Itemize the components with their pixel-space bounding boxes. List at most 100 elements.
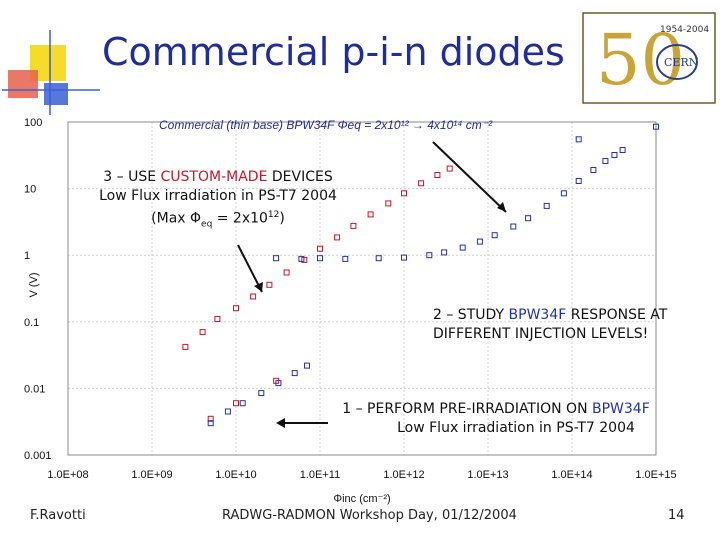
x-tick-label: 1.0E+09 (131, 469, 172, 481)
data-point-series-2 (510, 223, 517, 230)
data-point-series-2 (525, 215, 532, 222)
annotation-1-pre: 1 – PERFORM PRE-IRRADIATION ON (342, 401, 592, 417)
data-point-series-1 (224, 408, 231, 415)
annotation-2-highlight: BPW34F (508, 307, 567, 323)
x-tick-label: 1.0E+12 (383, 469, 424, 481)
annotation-1-line2: Low Flux irradiation in PS-T7 2004 (397, 420, 635, 436)
y-tick-label: 10 (24, 184, 36, 196)
data-point-series-1 (275, 380, 282, 387)
data-point-series-0 (199, 329, 206, 336)
y-tick-label: 100 (24, 117, 42, 129)
arrow-head-1 (276, 418, 285, 428)
data-point-series-2 (543, 202, 550, 209)
data-point-series-2 (441, 249, 448, 256)
page-number: 14 (668, 508, 685, 523)
annotation-custom-made: 3 – USE CUSTOM-MADE DEVICES Low Flux irr… (78, 168, 358, 234)
annotation-pre-irradiation: 1 – PERFORM PRE-IRRADIATION ON BPW34F Lo… (332, 400, 660, 438)
annotation-3-end: ) (279, 210, 285, 227)
annotation-3-highlight: CUSTOM-MADE (160, 169, 268, 185)
slide-title: Commercial p-i-n diodes (102, 30, 565, 74)
annotation-bpw34f-response: 2 – STUDY BPW34F RESPONSE AT DIFFERENT I… (433, 306, 667, 344)
decorative-squares (2, 30, 100, 115)
x-tick-label: 1.0E+14 (551, 469, 592, 481)
annotation-3-line3: (Max Φeq = 2x1012) (78, 206, 358, 234)
data-point-series-2 (273, 255, 280, 262)
logo-years: 1954-2004 (660, 25, 709, 35)
x-axis-label: Φinc (cm⁻²) (333, 493, 390, 505)
annotation-3-post: DEVICES (267, 169, 333, 185)
data-point-series-0 (233, 305, 239, 312)
data-point-series-2 (575, 178, 582, 184)
annotation-1-line1: 1 – PERFORM PRE-IRRADIATION ON BPW34F (332, 400, 660, 419)
data-point-series-2 (317, 255, 323, 262)
data-point-series-2 (619, 147, 626, 153)
y-tick-labels: 0.001 0.01 0.1 1 10 100 (24, 117, 52, 462)
data-points (182, 123, 659, 427)
footer-author: F.Ravotti (30, 508, 86, 523)
data-point-series-2 (602, 158, 609, 164)
cern-50-logo: 50 1954-2004 CERN (582, 12, 716, 104)
data-point-series-2 (560, 190, 567, 197)
data-point-series-0 (401, 190, 407, 197)
data-point-series-0 (446, 165, 453, 172)
y-tick-label: 1 (24, 250, 30, 262)
x-tick-label: 1.0E+10 (215, 469, 256, 481)
y-tick-label: 0.01 (24, 383, 45, 395)
data-point-series-1 (258, 390, 265, 397)
data-point-series-0 (434, 172, 441, 178)
annotation-3-mid: = 2x10 (212, 210, 268, 227)
footer-event: RADWG-RADMON Workshop Day, 01/12/2004 (222, 508, 517, 523)
data-point-series-0 (207, 415, 214, 422)
data-point-series-1 (239, 400, 246, 407)
annotation-3-phi: (Max Φ (151, 210, 202, 227)
deco-red-square (8, 70, 38, 98)
annotation-3-line1: 3 – USE CUSTOM-MADE DEVICES (78, 168, 358, 187)
data-point-series-2 (611, 152, 618, 158)
logo-fifty: 50 (596, 19, 685, 101)
arrow-annotation-2 (432, 141, 507, 213)
annotation-2-line2: DIFFERENT INJECTION LEVELS! (433, 326, 649, 342)
y-axis-label: V (V) (28, 272, 40, 297)
annotation-3-sup: 12 (267, 210, 280, 220)
x-tick-label: 1.0E+11 (300, 469, 340, 481)
data-point-series-0 (317, 245, 323, 252)
x-tick-labels: 1.0E+08 1.0E+09 1.0E+10 1.0E+11 1.0E+12 1.0E+… (47, 469, 676, 481)
annotation-1-highlight: BPW34F (592, 401, 650, 417)
arrow-head-2 (497, 202, 506, 212)
arrow-annotation-3 (237, 244, 263, 293)
annotation-2-line1: 2 – STUDY BPW34F RESPONSE AT (433, 306, 667, 325)
y-tick-label: 0.001 (24, 450, 52, 462)
data-point-series-0 (334, 234, 341, 241)
data-point-series-0 (283, 269, 290, 276)
x-tick-label: 1.0E+08 (47, 469, 88, 481)
data-point-series-0 (266, 281, 273, 288)
arrow-head-3 (254, 282, 263, 292)
annotation-3-line2: Low Flux irradiation in PS-T7 2004 (99, 188, 337, 204)
data-point-series-1 (207, 420, 214, 427)
data-point-series-2 (653, 123, 659, 130)
logo-frame (582, 12, 716, 104)
data-point-series-2 (491, 232, 498, 239)
data-point-series-0 (350, 222, 357, 229)
data-point-series-0 (250, 293, 257, 300)
data-point-series-2 (342, 255, 349, 262)
data-point-series-0 (418, 180, 425, 187)
data-point-series-2 (575, 136, 582, 143)
data-point-series-0 (233, 400, 239, 407)
data-point-series-2 (298, 255, 305, 262)
annotation-2-pre: 2 – STUDY (433, 307, 509, 323)
data-point-series-2 (375, 255, 382, 262)
y-tick-label: 0.1 (24, 317, 39, 329)
data-point-series-1 (291, 370, 298, 377)
x-tick-label: 1.0E+13 (467, 469, 508, 481)
logo-cern-ring (656, 44, 698, 80)
data-point-series-2 (426, 252, 433, 259)
annotation-3-sub: eq (201, 219, 213, 230)
logo-cern: CERN (664, 56, 699, 69)
annotation-2-post: RESPONSE AT (566, 307, 668, 323)
x-tick-label: 1.0E+15 (635, 469, 676, 481)
annotation-3-pre: 3 – USE (103, 169, 161, 185)
data-point-series-2 (590, 167, 597, 173)
plot-frame (67, 121, 657, 456)
